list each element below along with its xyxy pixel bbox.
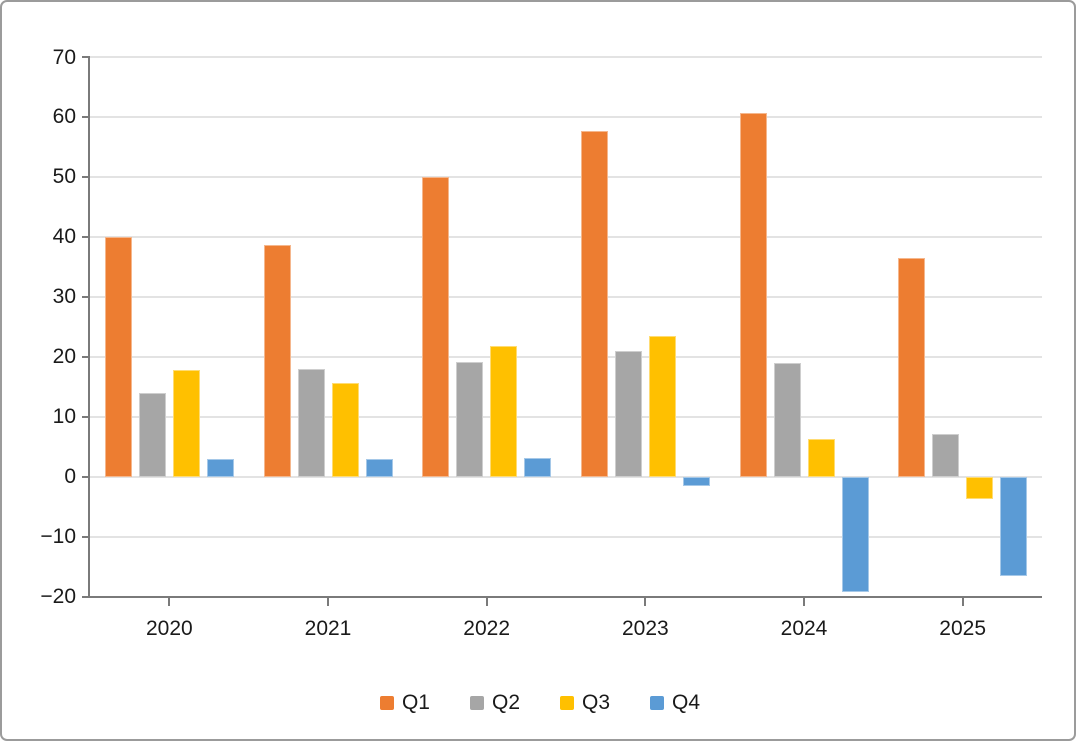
bar-2024-q2	[773, 362, 801, 477]
legend-item-q1: Q1	[379, 691, 430, 715]
x-axis-tick-label: 2025	[939, 617, 987, 640]
y-axis	[88, 57, 90, 597]
y-axis-tick-label: 40	[52, 225, 76, 249]
bar-2021-q3	[331, 383, 359, 477]
gridline-10	[90, 415, 1042, 418]
legend-item-q4: Q4	[650, 691, 700, 715]
bar-2020-q2	[138, 392, 166, 477]
y-axis-tick	[82, 415, 90, 418]
y-axis-tick-label: 70	[52, 45, 76, 69]
y-axis-tick-label: −20	[40, 585, 76, 608]
gridline-60	[90, 115, 1042, 118]
gridline--10	[90, 535, 1042, 538]
y-axis-tick	[82, 295, 90, 298]
bar-2024-q3	[807, 438, 835, 477]
legend-marker-q3	[560, 696, 574, 710]
y-axis-tick	[82, 475, 90, 478]
bar-2025-q2	[932, 434, 960, 477]
bar-2024-q4	[841, 476, 869, 592]
y-axis-tick	[82, 535, 90, 538]
legend-label: Q1	[401, 691, 430, 714]
y-axis-tick-label: 50	[52, 165, 76, 189]
gridline-70	[90, 56, 1042, 58]
x-axis-tick-label: 2023	[621, 617, 669, 640]
legend-marker-q4	[650, 696, 665, 710]
gridline-50	[90, 175, 1042, 178]
legend-item-q2: Q2	[469, 691, 520, 715]
x-axis-tick-label: 2024	[780, 617, 828, 640]
x-axis-tick	[168, 596, 171, 606]
y-axis-tick	[82, 355, 90, 358]
x-axis-tick	[803, 596, 805, 606]
x-axis-tick	[485, 596, 488, 606]
bar-2020-q1	[104, 236, 132, 477]
bar-2025-q4	[1000, 476, 1028, 577]
y-axis-tick	[82, 115, 90, 118]
x-axis	[88, 595, 1042, 598]
y-axis-tick-label: 30	[52, 285, 76, 309]
x-axis-tick	[644, 596, 647, 606]
x-axis-tick-label: 2020	[145, 617, 193, 640]
legend-label: Q3	[582, 691, 611, 714]
gridline-0	[90, 475, 1042, 478]
legend-marker-q2	[469, 696, 484, 710]
bar-2020-q4	[206, 458, 234, 477]
x-axis-tick	[961, 596, 964, 606]
y-axis-tick-label: 20	[52, 345, 76, 369]
y-axis-tick-label: 60	[52, 105, 76, 129]
y-axis-tick-label: −10	[40, 525, 76, 549]
bar-2024-q1	[739, 113, 767, 477]
bar-2021-q1	[263, 244, 291, 477]
bar-2023-q3	[648, 336, 676, 477]
y-axis-tick-label: 10	[52, 405, 76, 429]
x-axis-tick	[327, 596, 329, 606]
legend-label: Q4	[672, 691, 701, 714]
y-axis-tick	[82, 56, 90, 58]
bar-2023-q1	[580, 130, 608, 477]
bar-2020-q3	[172, 369, 200, 477]
bar-2025-q1	[898, 258, 926, 477]
chart-legend: Q1 Q2 Q3 Q4	[0, 691, 1080, 715]
y-axis-tick	[82, 235, 90, 238]
bar-2021-q2	[297, 368, 325, 477]
x-axis-tick-label: 2022	[463, 617, 511, 640]
bar-2022-q4	[524, 458, 552, 477]
bar-2022-q2	[456, 362, 484, 477]
y-axis-tick	[82, 595, 90, 598]
bar-2023-q4	[682, 476, 710, 487]
x-axis-tick-label: 2021	[304, 617, 352, 640]
bar-2025-q3	[966, 476, 994, 500]
bar-2023-q2	[614, 350, 642, 477]
legend-label: Q2	[491, 691, 520, 714]
legend-item-q3: Q3	[560, 691, 610, 715]
y-axis-tick-label: 0	[64, 465, 76, 489]
gridline-40	[90, 235, 1042, 238]
bar-2022-q1	[422, 176, 450, 477]
bar-2021-q4	[365, 458, 393, 477]
legend-marker-q1	[379, 696, 394, 710]
gridline-20	[90, 355, 1042, 358]
y-axis-tick	[82, 175, 90, 178]
gridline-30	[90, 295, 1042, 298]
bar-2022-q3	[490, 345, 518, 477]
